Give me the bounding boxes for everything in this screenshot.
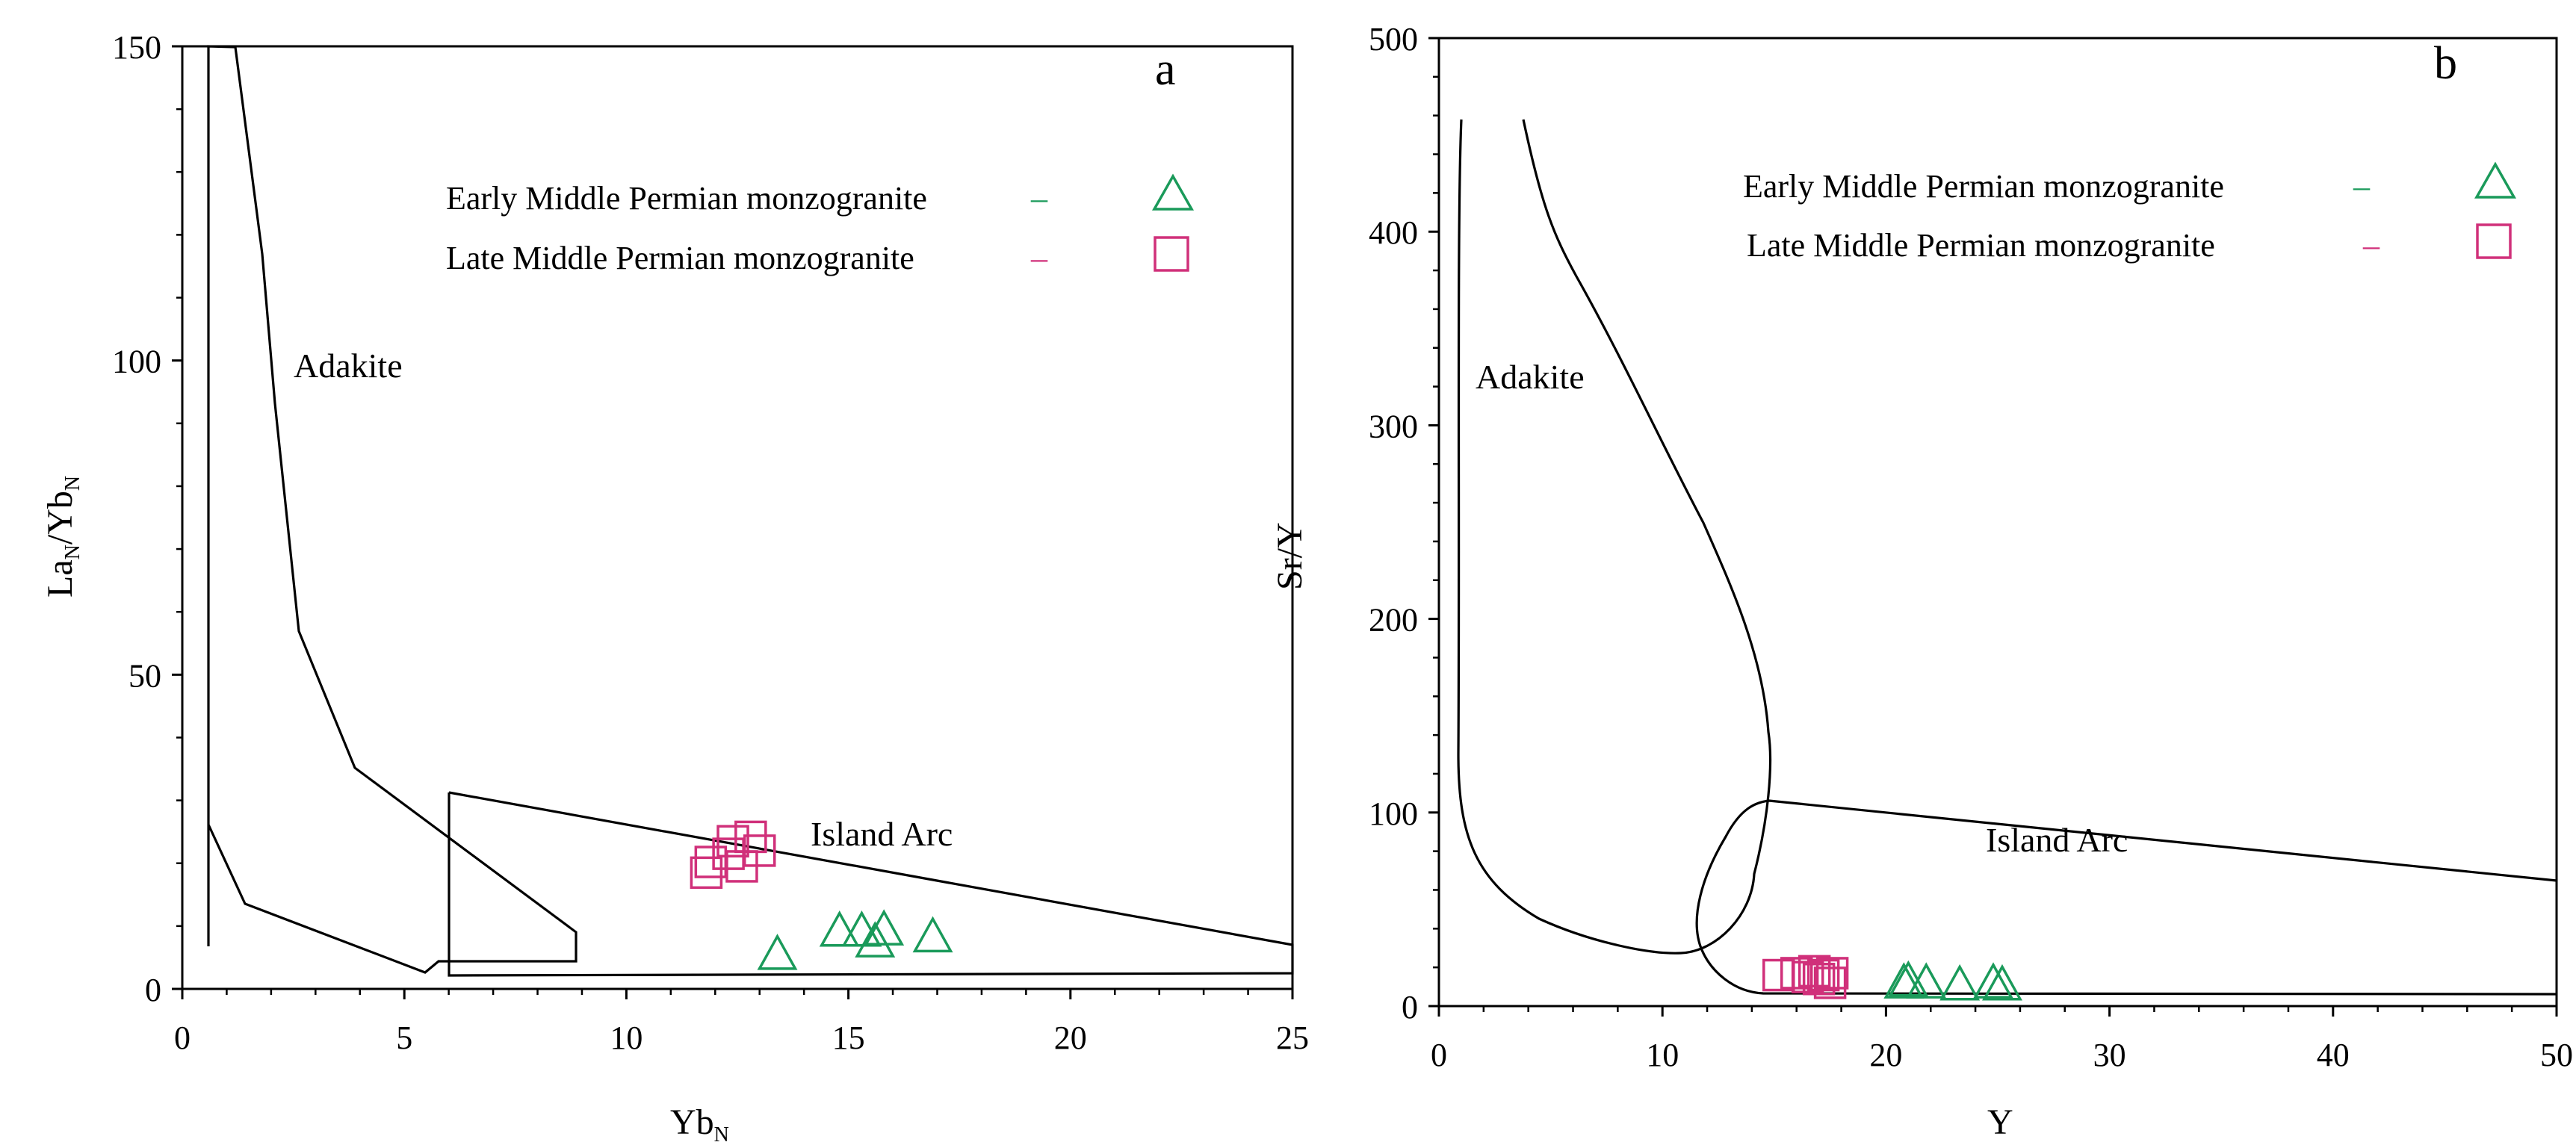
island-arc-label-b: Island Arc: [1986, 821, 2128, 859]
late-monzogranite-point-a-0: [690, 856, 723, 890]
legend-b-early-dash: –: [2353, 168, 2371, 205]
x-tick-label-b-0: 0: [1431, 1037, 1447, 1073]
x-axis-label-b: Y: [1987, 1102, 2013, 1142]
plot-frame-a: [181, 45, 1294, 990]
x-tick-label-b-4: 40: [2317, 1037, 2350, 1073]
y-axis-label-a: LaN/YbN: [40, 476, 84, 598]
adakite-label-b: Adakite: [1476, 358, 1585, 396]
panel-letter-b: b: [2434, 38, 2457, 89]
early-monzogranite-point-a-3: [855, 921, 896, 958]
late-monzogranite-point-b-0: [1762, 958, 1795, 992]
early-monzogranite-point-b-3: [1939, 964, 1981, 1001]
legend-b-late-dash: –: [2362, 227, 2380, 264]
late-monzogranite-point-b-1: [1780, 957, 1813, 990]
field-boundaries-a: [207, 45, 1294, 977]
y-tick-label-b-1: 100: [1369, 795, 1418, 832]
x-axis-label-a: YbN: [670, 1102, 729, 1144]
late-monzogranite-point-b-7: [1815, 957, 1849, 990]
late-monzogranite-point-a-3: [716, 825, 749, 858]
adakite-label-a: Adakite: [294, 347, 403, 385]
late-monzogranite-point-b-6: [1813, 967, 1847, 999]
legend-a-square-icon: [1154, 236, 1189, 272]
ticks-a: 0 5 10 15 20 25 0 50 100 150: [112, 29, 1309, 1056]
y-tick-label-b-4: 400: [1369, 214, 1418, 251]
x-tick-label-b-3: 30: [2093, 1037, 2126, 1073]
points-b: [1762, 955, 2022, 1001]
field-boundaries-b: [1457, 119, 2557, 996]
legend-b-late-label: Late Middle Permian monzogranite: [1747, 227, 2215, 264]
island-arc-field-boundary-b: [1695, 799, 2557, 996]
early-monzogranite-point-b-4: [1973, 962, 2013, 999]
early-monzogranite-point-a-1: [819, 910, 860, 947]
early-monzogranite-point-a-0: [757, 934, 798, 970]
legend-b-triangle-icon: [2474, 161, 2517, 199]
panel-a: 0 5 10 15 20 25 0 50 100 150 a Adakite Island Arc…: [40, 29, 1309, 1147]
x-tick-label-b-1: 10: [1646, 1037, 1679, 1073]
y-tick-label-b-0: 0: [1402, 989, 1418, 1026]
x-tick-label-a-0: 0: [174, 1020, 191, 1056]
adakite-field-boundary-b: [1457, 119, 1772, 955]
y-tick-label-b-2: 200: [1369, 602, 1418, 639]
x-tick-label-a-1: 5: [396, 1020, 412, 1056]
panel-letter-a: a: [1155, 44, 1176, 95]
late-monzogranite-point-a-6: [743, 834, 776, 867]
legend-a-late-dash: –: [1030, 240, 1048, 276]
y-tick-label-a-0: 0: [145, 972, 161, 1008]
y-tick-label-a-1: 50: [129, 657, 161, 694]
early-monzogranite-point-b-2: [1906, 962, 1947, 999]
y-axis-label-b: Sr/Y: [1270, 522, 1310, 590]
island-arc-field-boundary-a: [448, 791, 1294, 977]
late-monzogranite-point-b-4: [1802, 962, 1836, 996]
y-tick-label-a-3: 150: [112, 29, 161, 66]
legend-b-early-label: Early Middle Permian monzogranite: [1743, 168, 2224, 205]
legend-b-square-icon: [2476, 223, 2512, 259]
points-a: [690, 820, 953, 970]
adakite-field-boundary-a: [207, 45, 578, 974]
x-tick-label-b-5: 50: [2540, 1037, 2573, 1073]
y-tick-label-b-3: 300: [1369, 408, 1418, 444]
early-monzogranite-point-a-5: [912, 916, 953, 953]
plot-frame-b: [1437, 37, 2558, 1008]
island-arc-label-a: Island Arc: [811, 815, 953, 853]
late-monzogranite-point-b-5: [1806, 958, 1840, 992]
x-tick-label-a-4: 20: [1054, 1020, 1087, 1056]
x-tick-label-a-3: 15: [832, 1020, 865, 1056]
early-monzogranite-point-b-5: [1982, 964, 2022, 1001]
legend-a-early-dash: –: [1030, 180, 1048, 217]
legend-a-early-label: Early Middle Permian monzogranite: [446, 180, 927, 217]
legend-a-triangle-icon: [1151, 173, 1195, 211]
legend-b: Early Middle Permian monzogranite – Late…: [1743, 161, 2517, 264]
legend-a-late-label: Late Middle Permian monzogranite: [446, 240, 914, 276]
x-tick-label-a-2: 10: [610, 1020, 643, 1056]
x-tick-label-a-5: 25: [1276, 1020, 1309, 1056]
x-tick-label-b-2: 20: [1869, 1037, 1902, 1073]
y-tick-label-a-2: 100: [112, 344, 161, 380]
y-tick-label-b-5: 500: [1369, 21, 1418, 58]
early-monzogranite-point-a-4: [864, 909, 905, 946]
legend-a: Early Middle Permian monzogranite – Late…: [446, 173, 1195, 276]
early-monzogranite-point-b-0: [1883, 962, 1925, 999]
